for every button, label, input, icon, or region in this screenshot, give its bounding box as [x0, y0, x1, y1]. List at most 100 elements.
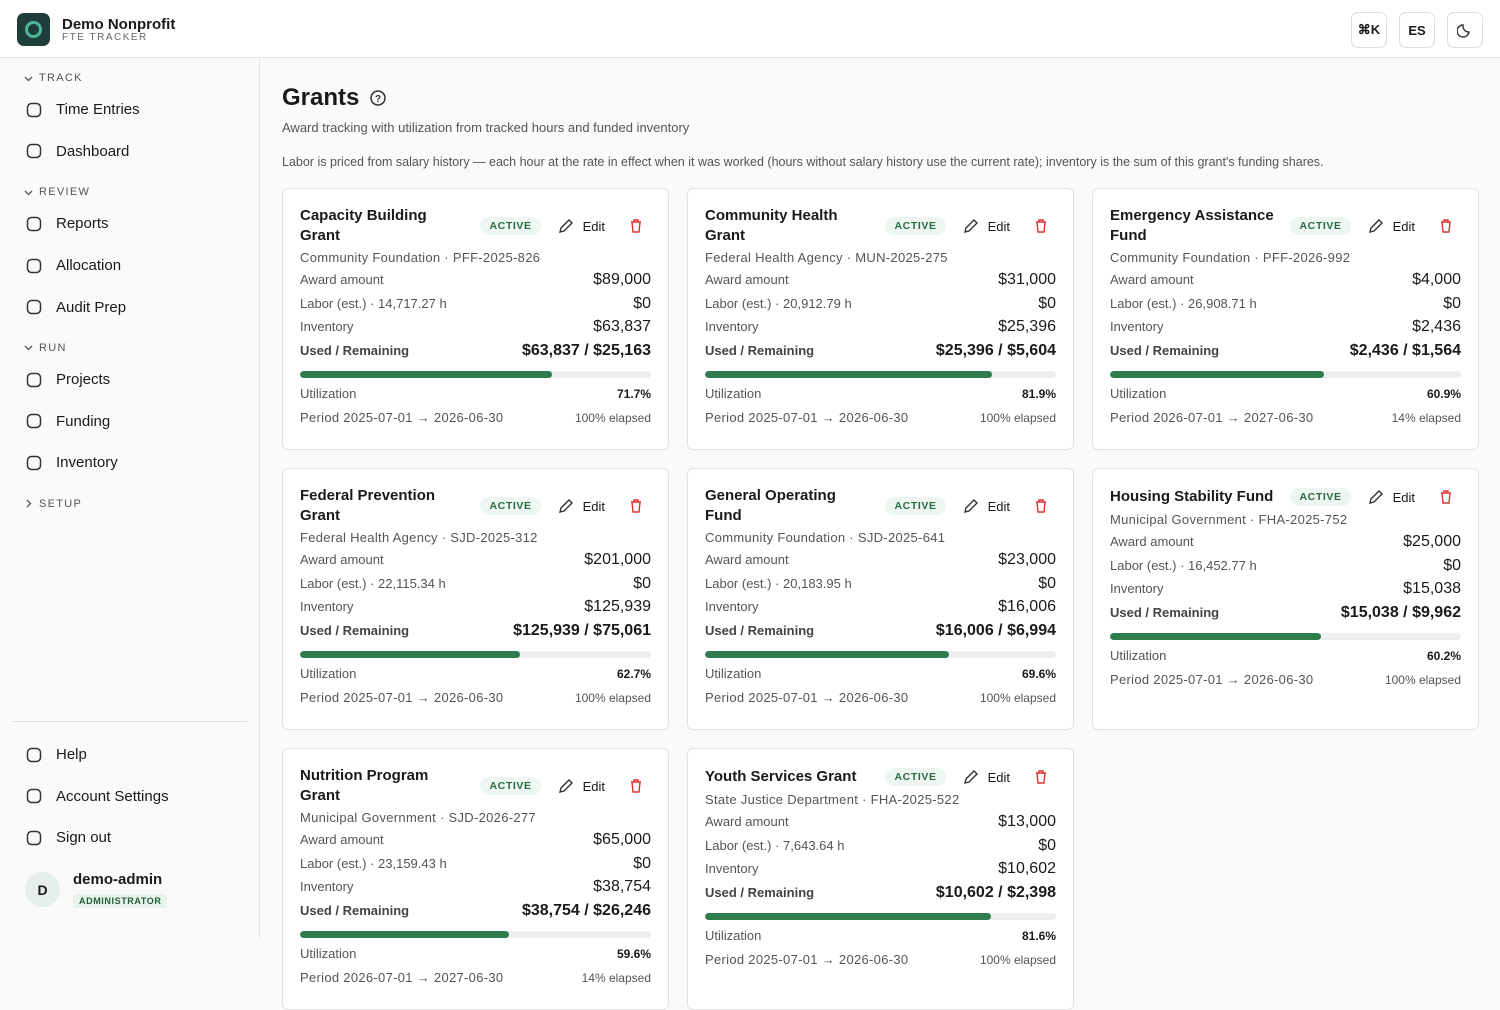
inventory-row-value: $38,754	[593, 878, 651, 895]
delete-button[interactable]	[1431, 217, 1461, 235]
period-row: Period 2025-07-01 → 2026-06-30 100% elaps…	[300, 410, 651, 434]
nav-label: Audit Prep	[56, 298, 127, 316]
nav-item[interactable]: Sign out	[12, 817, 247, 859]
delete-button[interactable]	[621, 217, 651, 235]
award-row-label: Award amount	[705, 814, 789, 829]
progress-fill	[705, 651, 950, 658]
edit-button[interactable]: Edit	[551, 777, 611, 795]
used-row-label: Used / Remaining	[705, 884, 815, 900]
grant-meta: Municipal Government · FHA-2025-752	[1110, 512, 1348, 527]
icon	[631, 219, 641, 233]
icon	[1036, 770, 1046, 784]
edit-button[interactable]: Edit	[956, 497, 1016, 515]
period-row-label: Period 2026-07-01 → 2027-06-30	[1110, 409, 1314, 425]
period-row-label: Period 2025-07-01 → 2026-06-30	[300, 689, 504, 705]
nav-item[interactable]: Audit Prep	[0, 286, 259, 328]
inventory-row-label: Inventory	[300, 319, 354, 334]
labor-row-value: $0	[1038, 294, 1056, 312]
section-label: REVIEW	[39, 186, 91, 199]
grant-card: Emergency Assistance Fund ACTIVE Edit Commu…	[1092, 188, 1479, 450]
period-row: Period 2025-07-01 → 2026-06-30 100% elaps…	[705, 410, 1056, 434]
utilization-row: Utilization 60.2%	[1110, 648, 1461, 672]
delete-button[interactable]	[621, 777, 651, 795]
nav-item[interactable]: Help	[12, 734, 247, 776]
icon	[26, 830, 42, 846]
nav-item[interactable]: Inventory	[0, 442, 259, 484]
grant-meta: Community Foundation · PFF-2026-992	[1110, 250, 1351, 265]
used-row: Used / Remaining $125,939 / $75,061	[300, 622, 651, 646]
period-row-value: 100% elapsed	[574, 410, 651, 425]
user: D demo-admin ADMINISTRATOR	[12, 859, 247, 909]
inventory-row-label: Inventory	[1110, 319, 1164, 334]
page-title: Grants	[282, 84, 360, 111]
used-row-label: Used / Remaining	[1110, 342, 1220, 358]
inventory-row: Inventory $15,038	[1110, 580, 1461, 604]
toolbar-button[interactable]: ES	[1399, 12, 1435, 48]
card-header: Federal Prevention Grant ACTIVE Edit	[300, 486, 651, 526]
edit-button[interactable]: Edit	[956, 217, 1016, 235]
toolbar-button[interactable]: ⌘K	[1351, 12, 1387, 48]
used-row-value: $63,837 / $25,163	[521, 341, 651, 359]
edit-button[interactable]: Edit	[956, 768, 1016, 786]
edit-button[interactable]: Edit	[1361, 217, 1421, 235]
theme-toggle[interactable]	[1447, 12, 1483, 48]
help-icon[interactable]: ?	[369, 89, 387, 107]
utilization-row-value: 60.2%	[1426, 649, 1461, 663]
nav-section-title[interactable]: RUN	[0, 337, 259, 359]
inventory-row-label: Inventory	[300, 879, 354, 894]
delete-button[interactable]	[1026, 497, 1056, 515]
award-row-label: Award amount	[1110, 272, 1194, 287]
progress-fill	[1110, 633, 1322, 640]
user-role: ADMINISTRATOR	[73, 893, 168, 908]
inventory-row-value: $15,038	[1403, 580, 1461, 597]
progress-track	[300, 651, 651, 658]
delete-button[interactable]	[1026, 768, 1056, 786]
nav-label: Reports	[56, 215, 109, 233]
card-header: Housing Stability Fund ACTIVE Edit	[1110, 486, 1461, 508]
grant-card: General Operating Fund ACTIVE Edit Communit…	[687, 468, 1074, 730]
delete-button[interactable]	[621, 497, 651, 515]
icon	[26, 789, 42, 804]
award-row-value: $31,000	[998, 271, 1056, 288]
nav-item[interactable]: Allocation	[0, 245, 259, 287]
progress-fill	[300, 371, 552, 378]
nav-item[interactable]: Dashboard	[0, 131, 259, 173]
labor-row-value: $0	[1038, 836, 1056, 854]
award-row-value: $23,000	[998, 551, 1056, 568]
utilization-row-value: 81.6%	[1021, 929, 1056, 943]
nav-item[interactable]: Projects	[0, 359, 259, 401]
nav-section-title[interactable]: TRACK	[0, 67, 259, 89]
period-row-value: 14% elapsed	[581, 970, 651, 985]
delete-button[interactable]	[1431, 488, 1461, 506]
nav-section-title[interactable]: SETUP	[0, 493, 259, 515]
award-row-label: Award amount	[300, 272, 384, 287]
period-row-value: 100% elapsed	[1384, 672, 1461, 687]
nav-label: Inventory	[56, 454, 118, 472]
nav-sections: TRACK Time Entries Dashboard REVIEW Reports A…	[0, 67, 259, 515]
edit-button[interactable]: Edit	[551, 497, 611, 515]
nav-item[interactable]: Time Entries	[0, 89, 259, 131]
nav-item[interactable]: Reports	[0, 203, 259, 245]
utilization-row: Utilization 81.6%	[705, 928, 1056, 952]
nav-item[interactable]: Funding	[0, 401, 259, 443]
utilization-row-value: 60.9%	[1426, 387, 1461, 401]
sidebar: TRACK Time Entries Dashboard REVIEW Reports A…	[0, 58, 260, 938]
delete-button[interactable]	[1026, 217, 1056, 235]
icon	[1441, 490, 1451, 504]
icon	[1036, 219, 1046, 233]
nav-item[interactable]: Account Settings	[12, 776, 247, 818]
edit-label: Edit	[1392, 218, 1415, 234]
grant-card: Housing Stability Fund ACTIVE Edit Municipa…	[1092, 468, 1479, 730]
icon	[1441, 219, 1451, 233]
edit-button[interactable]: Edit	[551, 217, 611, 235]
icon	[24, 190, 33, 196]
award-row-label: Award amount	[1110, 534, 1194, 549]
used-row-value: $10,602 / $2,398	[935, 883, 1056, 901]
used-row-label: Used / Remaining	[300, 622, 410, 638]
grant-meta: Community Foundation · SJD-2025-641	[705, 530, 946, 545]
nav-label: Funding	[56, 412, 111, 430]
edit-button[interactable]: Edit	[1361, 488, 1421, 506]
moon-icon	[1457, 24, 1470, 38]
nav-section-title[interactable]: REVIEW	[0, 181, 259, 203]
labor-row: Labor (est.) · 14,717.27 h $0	[300, 295, 651, 319]
